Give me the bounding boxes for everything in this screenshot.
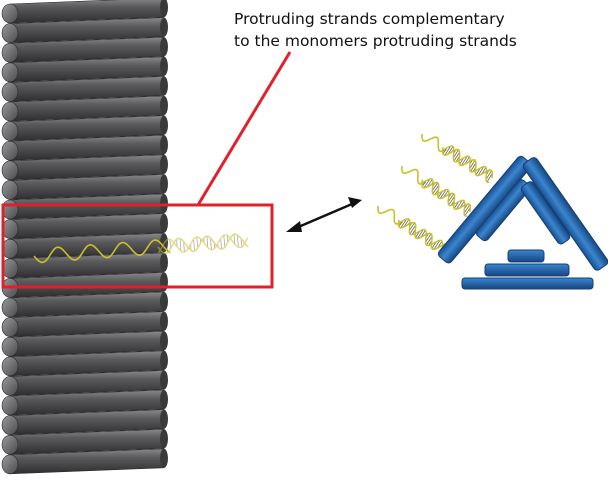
origami-rod bbox=[1, 350, 168, 377]
annotation-line-2: to the monomers protruding strands bbox=[234, 32, 517, 50]
monomer-left-leg-outer bbox=[437, 155, 532, 264]
monomer-base-bottom bbox=[461, 277, 594, 290]
origami-single-strand bbox=[33, 239, 171, 264]
dna-origami-bundle bbox=[1, 0, 168, 475]
monomer-right-leg-inner bbox=[520, 181, 571, 245]
monomer-strand-helix bbox=[440, 145, 493, 184]
double-headed-arrow bbox=[286, 197, 362, 232]
origami-rod bbox=[1, 448, 168, 475]
monomer-base-top bbox=[507, 249, 545, 263]
origami-rod bbox=[1, 291, 168, 318]
origami-double-helix bbox=[157, 233, 249, 255]
origami-rod bbox=[1, 0, 168, 24]
monomer-left-leg-inner bbox=[475, 179, 531, 242]
monomer-strand-tail bbox=[421, 134, 447, 153]
monomer-strand-helix bbox=[396, 218, 450, 257]
origami-rod bbox=[1, 311, 168, 337]
origami-rod bbox=[1, 36, 168, 63]
origami-rod bbox=[1, 409, 168, 435]
annotation-line-1: Protruding strands complementary bbox=[234, 10, 505, 28]
monomer-strand-tail bbox=[377, 206, 403, 225]
origami-protruding-strand bbox=[33, 233, 249, 264]
origami-rod bbox=[1, 134, 168, 161]
origami-rod bbox=[1, 56, 168, 83]
monomer-protruding-strands bbox=[377, 134, 493, 257]
monomer-base-upper bbox=[484, 263, 570, 277]
origami-rod bbox=[1, 213, 168, 239]
origami-rod bbox=[1, 389, 168, 416]
origami-rod bbox=[1, 370, 168, 396]
annotation-text: Protruding strands complementary to the … bbox=[234, 8, 564, 52]
origami-rod bbox=[1, 428, 168, 455]
monomer-strand-tail bbox=[401, 166, 427, 185]
origami-rod bbox=[1, 115, 168, 141]
highlight-box bbox=[1, 203, 274, 289]
monomer-right-leg-outer bbox=[522, 157, 608, 271]
origami-rod bbox=[1, 95, 168, 122]
origami-rod bbox=[1, 174, 168, 200]
monomer-strand-helix bbox=[419, 178, 472, 217]
origami-rod bbox=[1, 272, 168, 298]
origami-rod bbox=[1, 76, 168, 102]
origami-rod bbox=[1, 252, 168, 279]
triangular-monomer bbox=[437, 155, 608, 290]
origami-rod bbox=[1, 154, 168, 181]
pointer-line bbox=[196, 51, 292, 206]
origami-rod bbox=[1, 330, 168, 357]
origami-rod bbox=[1, 17, 168, 43]
